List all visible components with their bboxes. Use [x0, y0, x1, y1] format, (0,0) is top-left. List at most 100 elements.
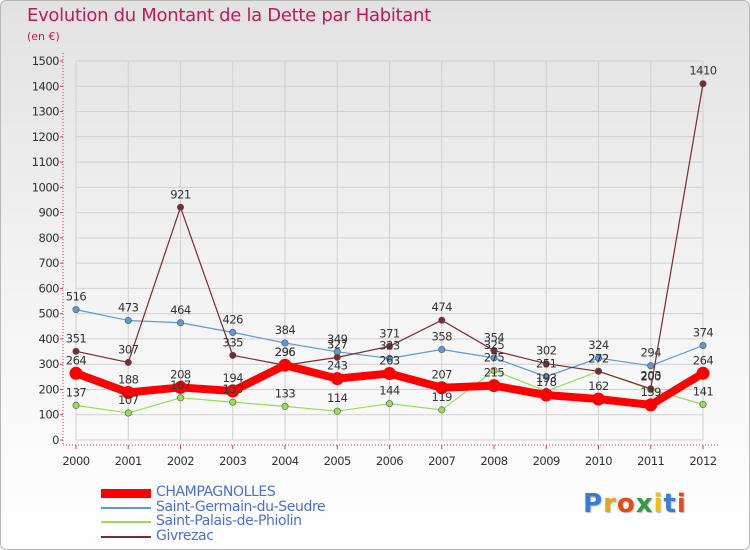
data-point-givrezac: [438, 316, 446, 324]
data-point-saint-germain-du-seudre: [177, 319, 185, 327]
data-point-champagnolles: [174, 380, 187, 394]
x-tick-label: 2001: [115, 454, 142, 468]
data-point-champagnolles: [330, 372, 344, 386]
logo-letter: i: [653, 489, 664, 519]
data-point-givrezac: [72, 347, 80, 355]
legend-swatch: [101, 489, 151, 498]
data-label: 426: [223, 312, 244, 326]
x-tick-label: 2002: [167, 454, 194, 468]
y-tick-label: 0: [52, 433, 59, 447]
data-label: 296: [275, 345, 296, 359]
logo-letter: i: [676, 489, 687, 519]
data-label: 194: [223, 371, 244, 385]
data-label: 296: [275, 345, 296, 359]
data-label: 207: [432, 368, 453, 382]
logo-letter: r: [603, 489, 617, 519]
data-label: 473: [118, 300, 139, 314]
y-tick-label: 800: [39, 231, 60, 245]
y-tick-label: 700: [39, 256, 60, 270]
y-tick-label: 200: [39, 382, 60, 396]
data-label: 137: [66, 385, 87, 399]
y-tick-label: 600: [39, 281, 60, 295]
data-point-saint-palais-de-phiolin: [385, 400, 393, 408]
data-point-champagnolles: [696, 366, 710, 380]
data-label: 325: [484, 338, 505, 352]
data-point-saint-palais-de-phiolin: [229, 398, 237, 406]
data-point-givrezac: [177, 203, 185, 211]
data-label: 358: [432, 330, 453, 344]
logo-letter: o: [616, 489, 636, 519]
legend-swatch: [101, 521, 151, 523]
chart-unit: (en €): [27, 30, 60, 43]
y-tick-label: 1000: [32, 180, 59, 194]
y-tick-label: 300: [39, 357, 60, 371]
data-label: 302: [536, 344, 557, 358]
data-label: 114: [327, 391, 348, 405]
data-label: 335: [223, 335, 244, 349]
data-label: 264: [693, 353, 714, 367]
data-label: 374: [693, 326, 714, 340]
line-chart: 0 100 200 300 400 500 600 700 800 900 1000 1100 1200…: [32, 53, 718, 468]
data-point-givrezac: [647, 385, 655, 393]
legend-label: Saint-Germain-du-Seudre: [156, 498, 326, 515]
data-point-saint-germain-du-seudre: [490, 354, 498, 362]
data-label: 307: [118, 342, 139, 356]
data-label: 141: [693, 384, 714, 398]
data-label: 323: [379, 338, 400, 352]
legend-swatch: [101, 506, 151, 509]
data-point-saint-germain-du-seudre: [281, 339, 289, 347]
y-tick-label: 1500: [32, 54, 59, 68]
data-label: 294: [641, 346, 662, 360]
data-point-champagnolles: [69, 366, 83, 380]
x-tick-label: 2008: [480, 454, 507, 468]
data-label: 162: [588, 379, 609, 393]
data-point-saint-germain-du-seudre: [647, 362, 655, 370]
data-point-saint-palais-de-phiolin: [72, 401, 80, 409]
data-point-saint-palais-de-phiolin: [490, 367, 498, 375]
legend-label: Saint-Palais-de-Phiolin: [156, 513, 302, 529]
data-point-givrezac: [490, 347, 498, 355]
data-label: 203: [641, 369, 662, 383]
data-point-saint-palais-de-phiolin: [177, 394, 185, 402]
data-point-saint-palais-de-phiolin: [333, 407, 341, 415]
y-tick-label: 500: [39, 307, 60, 321]
data-label: 921: [170, 187, 191, 201]
data-label: 272: [588, 351, 609, 365]
logo-letter: P: [583, 489, 604, 519]
data-label: 167: [170, 378, 191, 392]
data-point-champagnolles: [487, 379, 501, 393]
data-point-champagnolles: [644, 398, 658, 412]
data-label: 178: [536, 375, 557, 389]
data-point-saint-germain-du-seudre: [542, 373, 550, 381]
data-point-givrezac: [385, 342, 393, 350]
data-point-saint-palais-de-phiolin: [699, 400, 707, 408]
data-label: 264: [66, 353, 87, 367]
data-label: 1410: [689, 64, 716, 78]
data-point-champagnolles: [539, 388, 553, 402]
data-label: 188: [118, 372, 139, 386]
data-label: 208: [170, 367, 191, 381]
data-point-givrezac: [699, 80, 707, 88]
data-label: 351: [66, 331, 87, 345]
data-point-saint-palais-de-phiolin: [281, 402, 289, 410]
legend-label: Givrezac: [156, 527, 214, 544]
chart-title: Evolution du Montant de la Dette par Hab…: [27, 5, 431, 26]
data-point-saint-palais-de-phiolin: [124, 409, 132, 417]
data-point-champagnolles: [383, 367, 396, 381]
data-label: 144: [379, 384, 400, 398]
data-point-saint-germain-du-seudre: [72, 306, 80, 314]
x-tick-label: 2003: [219, 454, 246, 468]
data-label: 193: [536, 371, 557, 385]
x-tick-label: 2000: [62, 454, 89, 468]
x-tick-label: 2009: [533, 454, 560, 468]
logo-letter: t: [663, 489, 677, 519]
data-point-saint-germain-du-seudre: [385, 354, 393, 362]
data-label: 263: [379, 354, 400, 368]
x-tick-label: 2011: [637, 454, 664, 468]
data-point-givrezac: [229, 351, 237, 359]
y-tick-label: 400: [39, 332, 60, 346]
legend-label: CHAMPAGNOLLES: [156, 484, 276, 500]
data-point-champagnolles: [592, 392, 605, 406]
data-label: 516: [66, 290, 87, 304]
